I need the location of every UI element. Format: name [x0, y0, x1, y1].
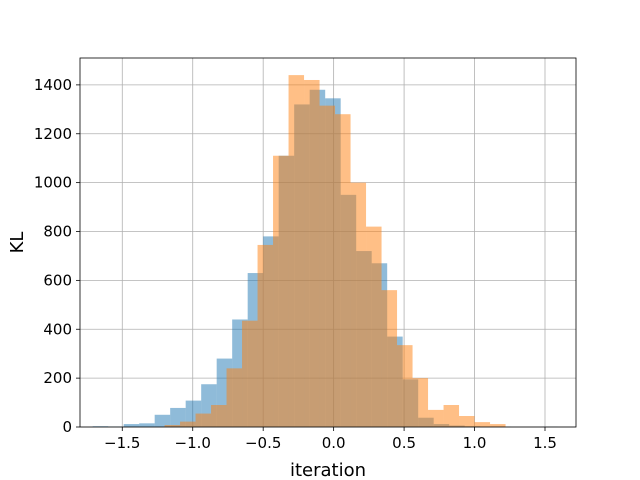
x-tick-label: −0.5 — [245, 434, 281, 452]
histogram-bar — [180, 421, 196, 427]
y-tick-label: 0 — [62, 418, 72, 436]
plot-frame — [79, 57, 577, 428]
histogram-bar — [154, 414, 171, 427]
histogram-bar — [459, 416, 475, 427]
histogram-bar — [490, 424, 506, 427]
histogram-bar — [273, 155, 289, 427]
histogram-bar — [350, 182, 367, 427]
histogram-bar — [211, 405, 227, 427]
x-tick-label: 0.5 — [392, 434, 416, 452]
y-tick-label: 600 — [43, 271, 72, 289]
x-axis-label: iteration — [290, 460, 366, 480]
histogram-bar — [428, 409, 444, 427]
histogram-bar — [123, 424, 140, 427]
histogram-bar — [381, 290, 398, 427]
histogram-bar — [195, 413, 212, 427]
x-tick-label: −1.0 — [175, 434, 211, 452]
histogram-bar — [474, 422, 491, 427]
histogram-bar — [319, 105, 336, 428]
histogram-bar — [288, 75, 305, 427]
x-tick-label: 1.0 — [463, 434, 487, 452]
histogram-bar — [242, 320, 258, 427]
y-tick-label: 1200 — [34, 125, 72, 143]
histogram-bar — [335, 114, 351, 428]
histogram-bar — [164, 425, 181, 427]
histogram-bar — [139, 423, 155, 427]
histogram-bar — [412, 378, 429, 427]
histogram-bar — [366, 226, 382, 427]
x-tick-label: 1.5 — [533, 434, 557, 452]
histogram-bars — [92, 75, 558, 428]
histogram-bar — [257, 244, 274, 427]
series-1 — [164, 75, 506, 428]
histogram-bar — [443, 405, 460, 427]
histogram-bar — [304, 79, 320, 427]
y-tick-label: 1000 — [34, 174, 72, 192]
y-tick-label: 1400 — [34, 76, 72, 94]
y-tick-label: 800 — [43, 223, 72, 241]
axes: −1.5 −1.0 −0.5 0.0 0.5 1.0 1.5 0 200 400 600 800 100… — [34, 57, 577, 452]
histogram-bar — [397, 345, 413, 427]
y-tick-label: 200 — [43, 369, 72, 387]
y-axis-label: KL — [7, 232, 28, 254]
x-tick-label: −1.5 — [104, 434, 140, 452]
y-tick-label: 400 — [43, 320, 72, 338]
histogram-bar — [226, 368, 243, 427]
x-tick-label: 0.0 — [322, 434, 346, 452]
